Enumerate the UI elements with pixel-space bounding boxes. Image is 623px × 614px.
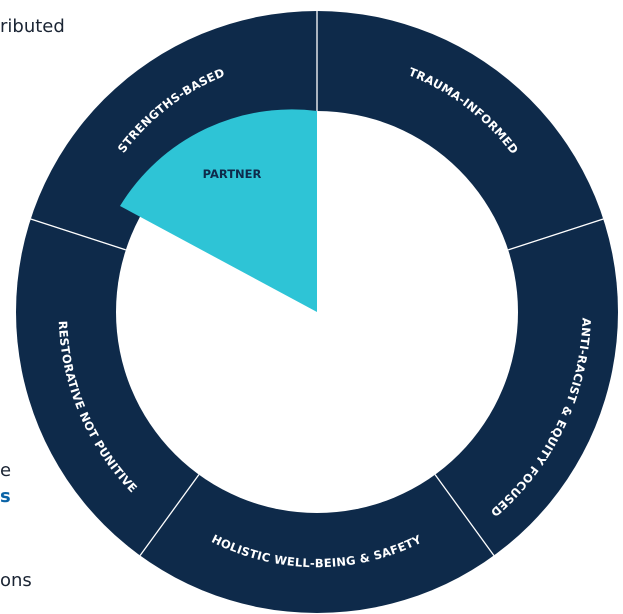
partner-label: PARTNER — [203, 167, 262, 181]
background-text-mid: e — [0, 460, 12, 481]
divider-left — [30, 218, 127, 251]
divider-right — [507, 218, 604, 251]
divider-bottom-right — [434, 474, 495, 556]
partner-highlight-wedge — [120, 109, 317, 312]
background-text-bottom: ons — [0, 570, 32, 591]
segment-dividers — [30, 11, 604, 556]
divider-bottom-left — [139, 474, 200, 556]
background-link-text[interactable]: s — [0, 486, 11, 507]
background-text-top: ributed — [0, 16, 65, 37]
